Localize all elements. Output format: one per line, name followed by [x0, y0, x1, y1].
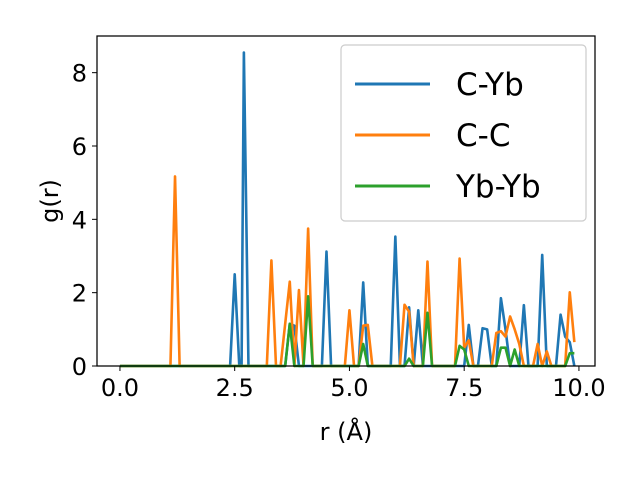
- legend-label-1: C-C: [456, 118, 510, 154]
- y-tick-label: 8: [72, 60, 87, 88]
- x-tick-label: 0.0: [101, 374, 139, 402]
- y-tick-label: 2: [72, 280, 87, 308]
- x-tick-label: 2.5: [216, 374, 254, 402]
- legend-label-2: Yb-Yb: [455, 169, 541, 205]
- y-tick-label: 4: [72, 206, 87, 234]
- x-tick-label: 10.0: [552, 374, 605, 402]
- x-tick-label: 7.5: [445, 374, 483, 402]
- series-line-2: [119, 295, 575, 368]
- x-tick-label: 5.0: [330, 374, 368, 402]
- y-tick-label: 6: [72, 133, 87, 161]
- legend-box: [340, 44, 587, 222]
- plot-frame: [96, 35, 596, 367]
- x-axis-ticks: 0.0 2.5 5.0 7.5 10.0: [101, 366, 606, 402]
- legend: C-Yb C-C Yb-Yb: [340, 44, 587, 222]
- legend-label-0: C-Yb: [456, 67, 524, 103]
- y-tick-label: 0: [72, 353, 87, 381]
- y-axis-ticks: 0 2 4 6 8: [72, 60, 97, 381]
- y-axis-label: g(r): [36, 179, 64, 223]
- x-axis-label: r (Å): [320, 417, 373, 446]
